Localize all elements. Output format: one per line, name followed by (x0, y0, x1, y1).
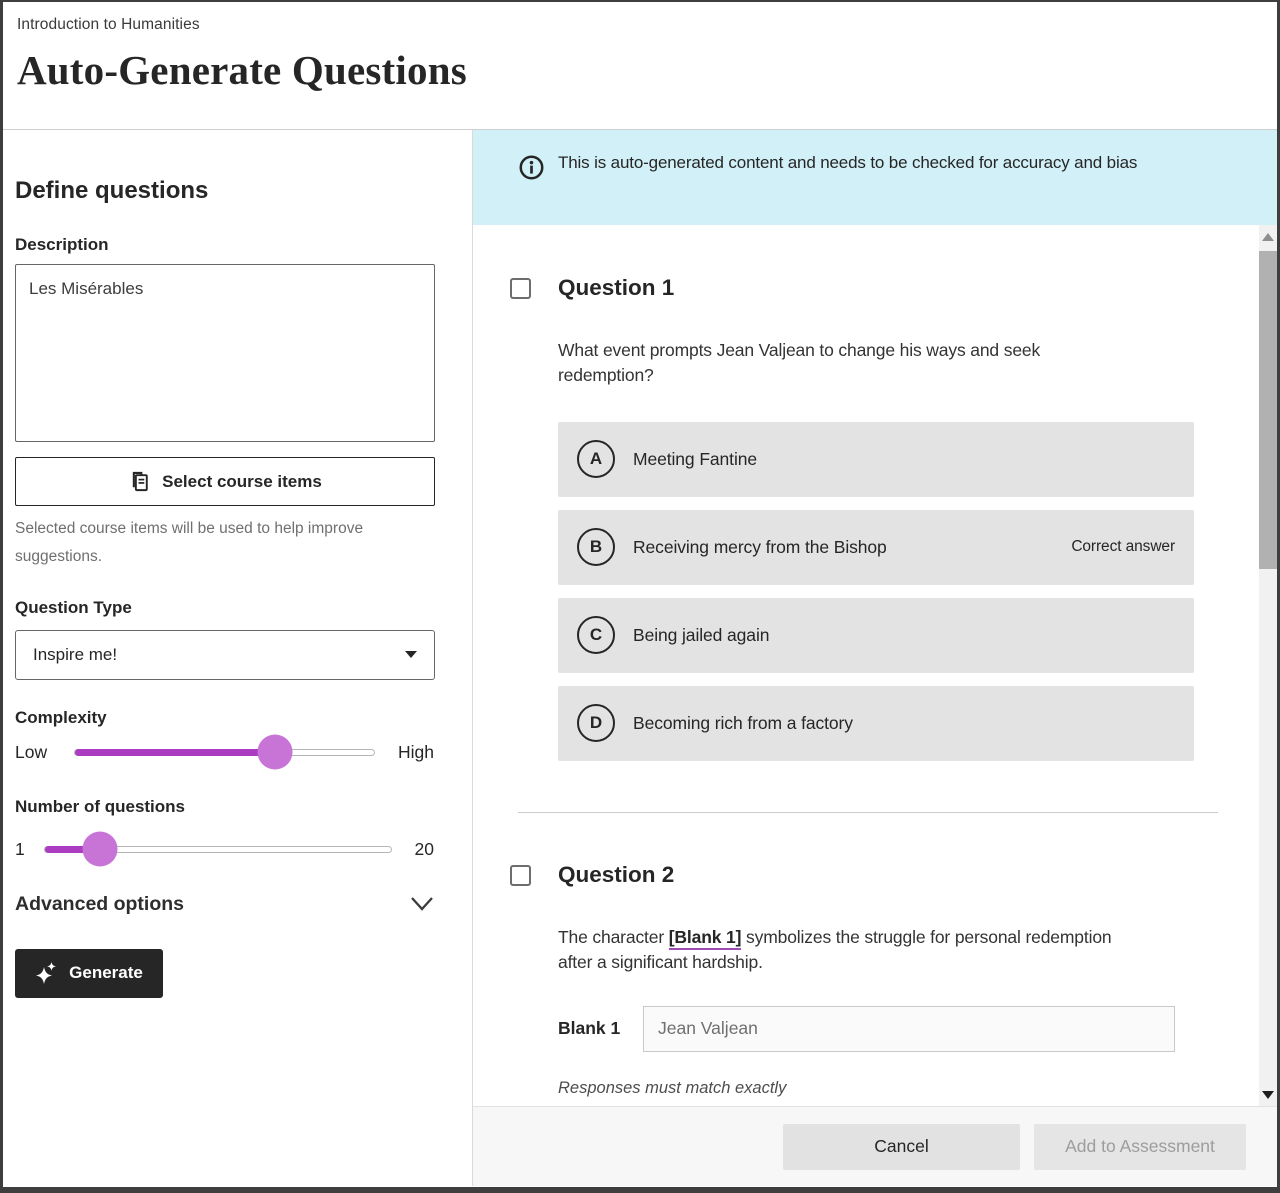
answer-option-c[interactable]: C Being jailed again (558, 597, 1194, 673)
select-course-items-label: Select course items (162, 471, 322, 491)
scrollbar-up-arrow-icon[interactable] (1262, 233, 1274, 241)
vertical-scrollbar[interactable] (1259, 225, 1277, 1106)
blank-1-label: Blank 1 (558, 1018, 621, 1038)
blank-1-token: [Blank 1] (668, 926, 741, 950)
question-2-checkbox[interactable] (510, 864, 531, 886)
complexity-slider-row: Low High (15, 734, 434, 770)
generate-label: Generate (69, 963, 143, 983)
complexity-min-label: Low (15, 741, 48, 762)
question-1-title: Question 1 (558, 275, 675, 300)
panel-heading: Define questions (15, 177, 209, 204)
complexity-slider[interactable] (74, 734, 375, 770)
dialog-footer: Cancel Add to Assessment (473, 1106, 1277, 1186)
copy-documents-icon (128, 470, 151, 493)
blank-1-row: Blank 1 (558, 1005, 1175, 1052)
question-type-select[interactable]: Inspire me! (15, 629, 435, 680)
question-type-label: Question Type (15, 597, 132, 617)
caret-down-icon (405, 651, 417, 659)
advanced-options-label: Advanced options (15, 892, 185, 915)
question-2-text: The character [Blank 1] symbolizes the s… (558, 926, 1112, 973)
advanced-options-toggle[interactable]: Advanced options (15, 893, 435, 916)
question-type-value: Inspire me! (33, 644, 118, 664)
complexity-slider-thumb[interactable] (257, 734, 293, 770)
question-1-checkbox[interactable] (510, 278, 531, 299)
sparkle-icon (35, 961, 59, 985)
option-label: Receiving mercy from the Bishop (633, 536, 887, 557)
option-letter-badge: D (577, 704, 615, 743)
course-items-helper-text: Selected course items will be used to he… (15, 520, 364, 565)
num-questions-max-label: 20 (414, 838, 434, 859)
question-2-title: Question 2 (558, 861, 675, 887)
add-to-assessment-button[interactable]: Add to Assessment (1034, 1123, 1246, 1170)
num-questions-slider-fill (45, 845, 101, 853)
scrollbar-down-arrow-icon[interactable] (1262, 1091, 1274, 1099)
blank-1-input[interactable] (643, 1005, 1175, 1052)
breadcrumb: Introduction to Humanities (17, 16, 200, 33)
select-course-items-button[interactable]: Select course items (15, 457, 435, 506)
option-letter-badge: B (577, 528, 615, 567)
ai-disclaimer-banner: This is auto-generated content and needs… (473, 130, 1277, 225)
complexity-slider-fill (75, 748, 276, 756)
generated-content-panel: This is auto-generated content and needs… (473, 130, 1277, 1186)
dialog-header: Introduction to Humanities Auto-Generate… (3, 2, 1277, 130)
info-icon (519, 155, 544, 206)
answer-option-b[interactable]: B Receiving mercy from the Bishop Correc… (558, 509, 1194, 585)
option-label: Being jailed again (633, 624, 770, 645)
option-letter-badge: C (577, 616, 615, 655)
num-questions-slider[interactable] (44, 831, 392, 867)
option-label: Meeting Fantine (633, 448, 757, 469)
question-divider (518, 811, 1218, 813)
question-1-options: A Meeting Fantine B Receiving mercy from… (558, 421, 1194, 761)
chevron-down-icon (409, 896, 435, 912)
define-questions-panel: Define questions Description Les Misérab… (3, 130, 473, 1186)
generate-button[interactable]: Generate (15, 948, 163, 998)
ai-disclaimer-text: This is auto-generated content and needs… (558, 153, 1138, 172)
answer-option-a[interactable]: A Meeting Fantine (558, 421, 1194, 497)
complexity-max-label: High (398, 741, 434, 762)
cancel-button[interactable]: Cancel (783, 1123, 1020, 1170)
option-letter-badge: A (577, 440, 615, 479)
option-label: Becoming rich from a factory (633, 712, 853, 733)
num-questions-min-label: 1 (15, 838, 25, 859)
answer-option-d[interactable]: D Becoming rich from a factory (558, 685, 1194, 761)
question-2-card: Question 2 The character [Blank 1] symbo… (510, 861, 1175, 1098)
question-1-card: Question 1 What event prompts Jean Valje… (510, 275, 1194, 761)
page-title: Auto-Generate Questions (17, 47, 467, 93)
match-exactly-note: Responses must match exactly (558, 1078, 787, 1097)
description-input[interactable]: Les Misérables (15, 264, 435, 442)
scrollbar-thumb[interactable] (1259, 251, 1277, 569)
questions-scroll-area: Question 1 What event prompts Jean Valje… (473, 225, 1277, 1106)
num-questions-slider-thumb[interactable] (82, 831, 118, 867)
num-questions-slider-row: 1 20 (15, 831, 434, 867)
correct-answer-badge: Correct answer (1071, 538, 1175, 556)
description-label: Description (15, 235, 109, 254)
num-questions-label: Number of questions (15, 796, 186, 816)
question-1-text: What event prompts Jean Valjean to chang… (558, 340, 1041, 386)
complexity-label: Complexity (15, 707, 107, 727)
